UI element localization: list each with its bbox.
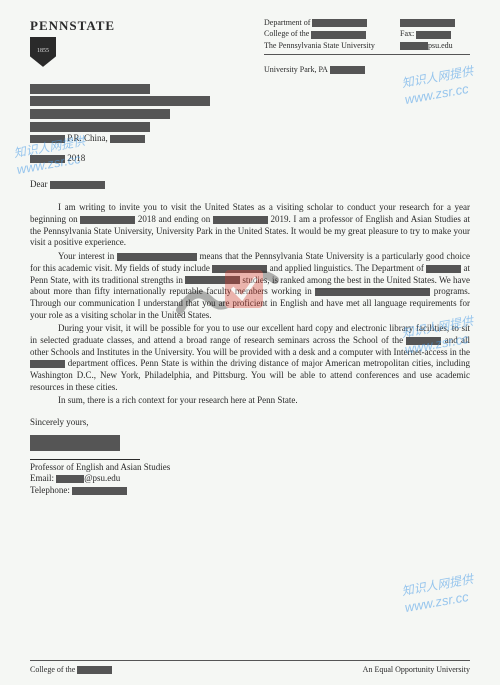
redaction [395, 288, 430, 296]
dept-label: Department of [264, 18, 310, 27]
redaction [312, 19, 367, 27]
redaction [30, 135, 65, 143]
valediction: Sincerely yours, [30, 417, 470, 429]
redaction [30, 84, 150, 94]
redaction [406, 337, 441, 345]
redaction [50, 181, 105, 189]
signature-line [30, 459, 140, 460]
redaction [30, 96, 210, 106]
redaction [400, 19, 455, 27]
fax-label: Fax: [400, 29, 414, 38]
redaction [30, 155, 65, 163]
university-logo-text: PENNSTATE [30, 18, 115, 35]
redaction [30, 360, 65, 368]
department-block: Department of College of the Fax: The Pe… [264, 18, 470, 77]
redaction [330, 66, 365, 74]
letterhead-header: PENNSTATE 1855 Department of College of … [30, 18, 470, 77]
country: P.R. China, [67, 133, 108, 143]
redaction [400, 42, 428, 50]
closing-block: Sincerely yours, Professor of English an… [30, 417, 470, 497]
university-name: The Pennsylvania State University [264, 41, 394, 51]
redaction [117, 253, 197, 261]
shield-icon: 1855 [30, 37, 56, 67]
paragraph-2: Your interest in means that the Pennsylv… [30, 251, 470, 321]
footer-left: College of the [30, 665, 112, 675]
salutation: Dear [30, 179, 48, 189]
redaction [212, 265, 267, 273]
logo-block: PENNSTATE 1855 [30, 18, 115, 77]
redaction [30, 109, 170, 119]
redaction [30, 122, 150, 132]
redaction [80, 216, 135, 224]
redaction [77, 666, 112, 674]
redaction [56, 475, 84, 483]
signature-space [30, 429, 470, 459]
redaction [213, 216, 268, 224]
phone-row: Telephone: [30, 485, 470, 497]
divider [264, 54, 470, 55]
paragraph-4: In sum, there is a rich context for your… [30, 395, 470, 407]
watermark: 知识人网提供 www.zsr.cc [401, 572, 478, 616]
email-suffix: psu.edu [428, 41, 453, 50]
paragraph-1: I am writing to invite you to visit the … [30, 202, 470, 249]
date-row: 2018 [30, 153, 470, 165]
city-label: University Park, PA [264, 65, 328, 74]
page-footer: College of the An Equal Opportunity Univ… [30, 660, 470, 675]
redaction [30, 435, 120, 451]
redaction [416, 31, 451, 39]
redaction [110, 135, 145, 143]
recipient-address: P.R. China, [30, 83, 470, 145]
paragraph-3: During your visit, it will be possible f… [30, 323, 470, 393]
redaction [311, 31, 366, 39]
redaction [72, 487, 127, 495]
salutation-row: Dear [30, 179, 470, 191]
email-row: Email: @psu.edu [30, 473, 470, 485]
redaction [426, 265, 461, 273]
signer-title: Professor of English and Asian Studies [30, 462, 470, 474]
redaction [315, 288, 395, 296]
letter-body: I am writing to invite you to visit the … [30, 202, 470, 407]
redaction [185, 276, 240, 284]
date-year: 2018 [67, 153, 85, 163]
college-label: College of the [264, 29, 309, 38]
footer-right: An Equal Opportunity University [363, 665, 470, 675]
